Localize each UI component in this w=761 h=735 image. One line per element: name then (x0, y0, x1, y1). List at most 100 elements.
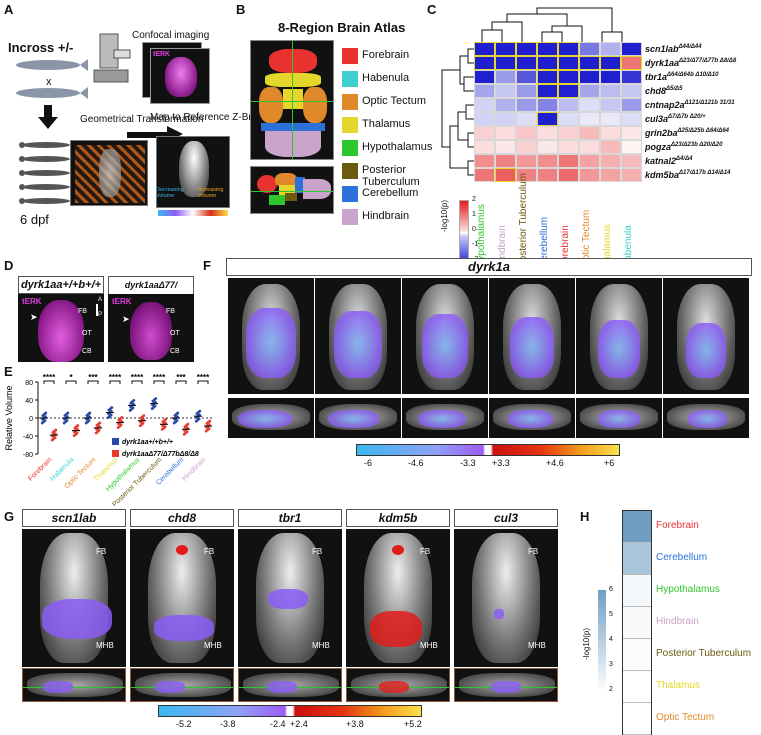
colorbar-tick: -4.6 (408, 458, 424, 468)
data-point (163, 425, 167, 429)
h-colorbar (598, 590, 606, 692)
panel-label-a: A (4, 2, 14, 17)
heatmap-cell (495, 168, 516, 182)
adult-fish-2-icon (16, 88, 80, 98)
panel-label-d: D (4, 258, 14, 273)
volume-decrease-overlay (688, 410, 727, 428)
colorbar-tick: +3.8 (346, 719, 364, 729)
legend-swatch (342, 94, 358, 110)
increasing-label: Increasing Volume (198, 187, 224, 199)
y-tick-label: 40 (25, 398, 33, 405)
row-dendrogram (441, 48, 474, 176)
colorbar-tick: 4 (609, 636, 613, 643)
heatmap-cell (516, 98, 537, 112)
legend-swatch (342, 117, 358, 133)
fish-cross-illustration (16, 59, 88, 204)
heatmap-cell (495, 140, 516, 154)
legend-swatch (112, 450, 119, 457)
wt-ot-label: OT (82, 330, 92, 337)
heatmap-cell (621, 140, 642, 154)
cross-symbol: x (46, 76, 52, 88)
larvae-icon (19, 142, 70, 204)
data-point (119, 423, 123, 427)
gene-genotype: Δ5/Δ5 (666, 86, 683, 92)
posterior-label: P (98, 312, 103, 318)
heatmap-cell (600, 98, 621, 112)
legend-label: Hindbrain (362, 210, 410, 222)
gene-genotype: Δ17/Δ17b Δ14/Δ14 (679, 170, 731, 176)
gene-sagittal-image (22, 668, 126, 702)
heatmap-cell (474, 112, 495, 126)
data-point (87, 419, 91, 422)
colorbar-tick: 6 (609, 586, 613, 593)
legend-label: Cerebellum (362, 187, 419, 199)
data-point (75, 431, 79, 435)
gene-name: dyrk1aa (645, 58, 680, 68)
heatmap-cell (600, 154, 621, 168)
geo-transform-label: Geometrical Transformation (80, 114, 204, 125)
gene-name: cntnap2a (645, 100, 685, 110)
h-heatmap-cell (623, 575, 651, 607)
brain-gray (27, 673, 123, 697)
significance-bracket (65, 380, 77, 384)
colorbar-tick: -2.4 (270, 719, 286, 729)
significance-stars: **** (43, 373, 56, 382)
heatmap-cell (579, 98, 600, 112)
gene-sagittal-image (238, 668, 342, 702)
significance-bracket (87, 380, 99, 384)
heatmap-cell (474, 154, 495, 168)
heatmap-cell (600, 168, 621, 182)
heatmap-cell (600, 70, 621, 84)
dyrk1a-dorsal-slice (402, 278, 488, 394)
dyrk1a-colorbar (356, 444, 620, 456)
data-point (131, 406, 135, 410)
mut-terk-label: tERK (112, 297, 132, 306)
fb-label: FB (420, 547, 431, 556)
h-region-label: Optic Tectum (656, 712, 715, 723)
heatmap-cell (579, 84, 600, 98)
volume-decrease-overlay (508, 410, 553, 428)
volume-decrease-overlay (238, 410, 292, 428)
microscope-icon (93, 33, 131, 83)
gene-genotype: Δ44/Δ44 (678, 44, 702, 50)
data-point (175, 419, 179, 422)
h-colorbar-label: -log10(p) (582, 627, 591, 660)
data-point (142, 414, 146, 418)
heatmap-cell (600, 56, 621, 70)
colorbar-tick: -1 (472, 241, 479, 248)
colorbar-tick: +3.3 (492, 458, 510, 468)
h-heatmap-cell (623, 703, 651, 735)
data-point (76, 424, 80, 427)
volume-change-overlay (42, 599, 112, 639)
significance-bracket (197, 380, 209, 384)
heatmap-cell (579, 126, 600, 140)
colorbar-tick: 0 (472, 226, 476, 233)
volume-change-overlay (155, 681, 185, 693)
geo-transform-image (70, 140, 148, 206)
data-point (164, 417, 168, 421)
h-heatmap-cell (623, 543, 651, 575)
heatmap-cell (579, 56, 600, 70)
panel-label-b: B (236, 2, 246, 17)
heatmap-colorbar (459, 200, 469, 266)
data-point (154, 397, 158, 400)
heatmap-cell (516, 84, 537, 98)
gene-genotype: Δ23/Δ23b Δ20/Δ20 (671, 142, 723, 148)
legend-label: Habenula (362, 72, 410, 84)
gene-title: kdm5b (346, 509, 450, 527)
data-point (66, 411, 70, 415)
h-region-label: Posterior Tuberculum (656, 648, 752, 659)
colorbar-tick: -3.8 (220, 719, 236, 729)
mut-terk-image: tERK FB OT CB ➤ (108, 294, 194, 362)
fb-label: FB (96, 547, 107, 556)
heatmap-cell (621, 84, 642, 98)
data-point (208, 419, 212, 423)
gene-name: grin2ba (645, 128, 678, 138)
fb-label: FB (528, 547, 539, 556)
mhb-label: MHB (420, 641, 438, 650)
legend-label: dyrk1aa+/+b+/+ (122, 439, 173, 446)
heatmap-cell (621, 42, 642, 56)
legend-label: dyrk1aaΔ77/Δ77bΔ8/Δ8 (122, 451, 199, 458)
gene-genotype: Δ4/Δ4 (676, 156, 693, 162)
colorbar-tick: +6 (604, 458, 615, 468)
